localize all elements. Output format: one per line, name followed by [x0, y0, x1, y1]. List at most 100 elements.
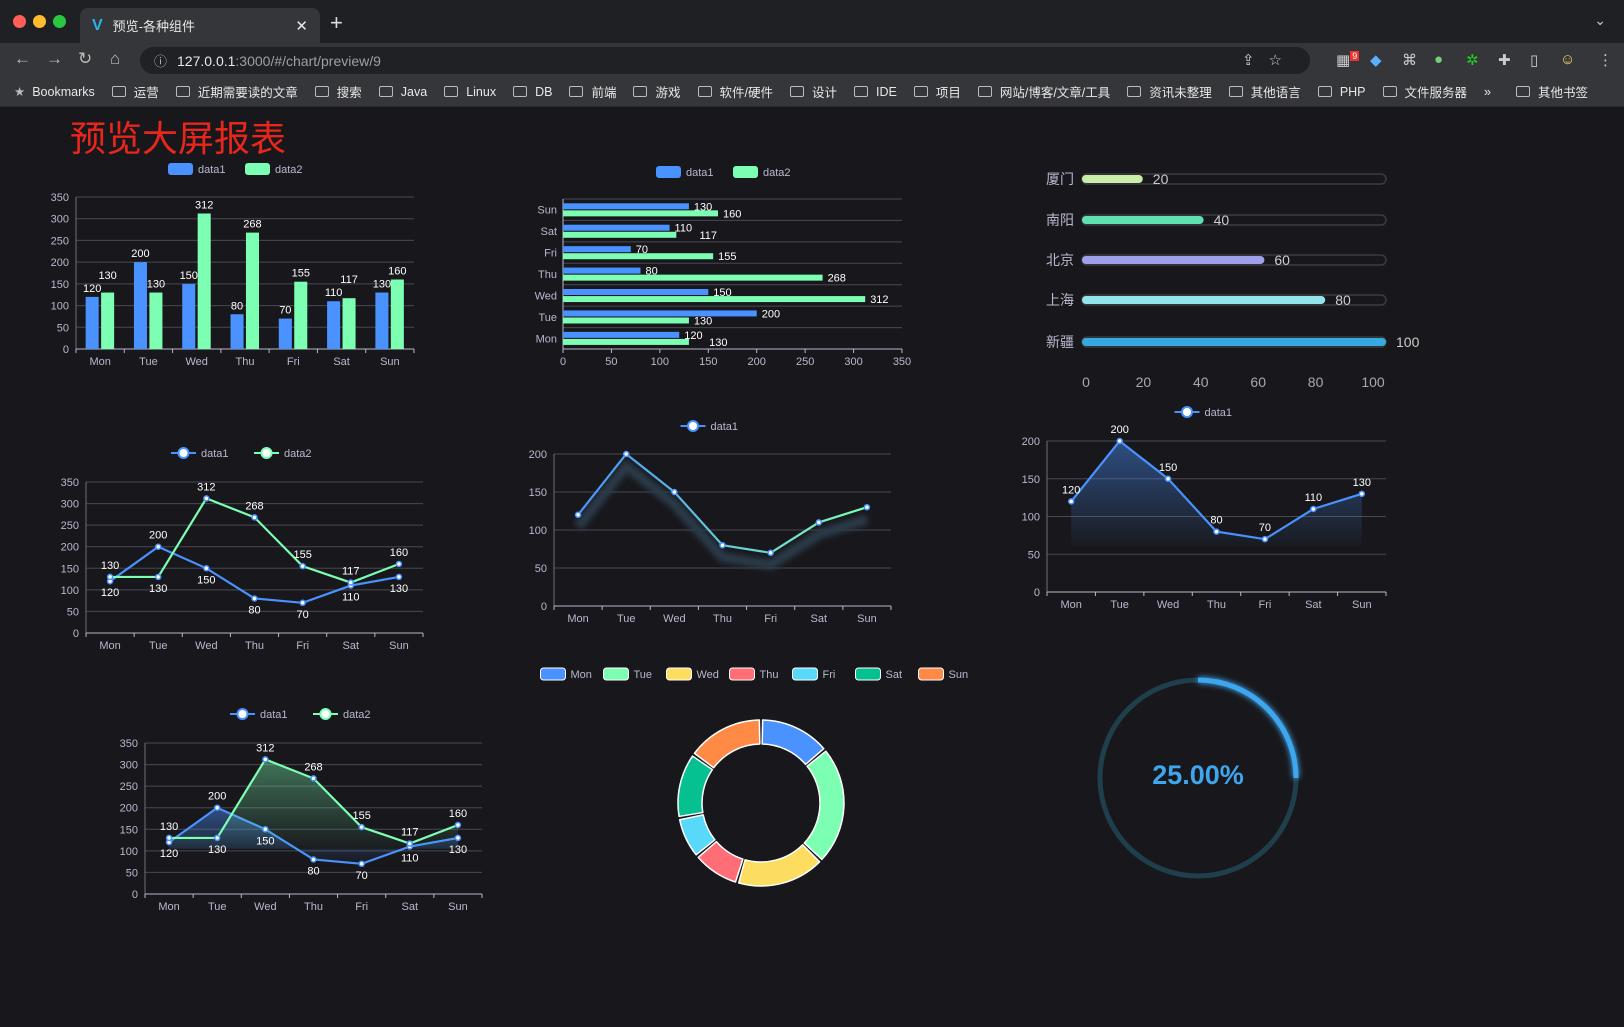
bar: [563, 210, 718, 217]
home-button[interactable]: ⌂: [110, 49, 121, 68]
address-bar[interactable]: ⓘ 127.0.0.1:3000/#/chart/preview/9 ⇪☆: [140, 47, 1310, 74]
extension-icon[interactable]: ▦ 9: [1336, 51, 1360, 69]
legend-item-data1[interactable]: data1: [168, 163, 226, 176]
minimize-window-button[interactable]: [33, 15, 46, 28]
folder-icon: [1127, 86, 1142, 97]
legend-label: Wed: [697, 669, 719, 681]
data-point: [1310, 505, 1317, 513]
legend-item-Wed[interactable]: Wed: [666, 667, 719, 681]
legend-item-data2[interactable]: data2: [313, 708, 371, 721]
legend-item-Tue[interactable]: Tue: [603, 667, 653, 681]
legend-item-data2[interactable]: data2: [245, 163, 303, 176]
legend-item-Sat[interactable]: Sat: [855, 667, 903, 681]
bookmark-folder[interactable]: 前端: [569, 82, 616, 101]
donut-slice-Sun[interactable]: [693, 719, 761, 769]
more-bookmarks-button[interactable]: »: [1484, 84, 1491, 99]
gem-extension-icon[interactable]: ◆: [1370, 52, 1382, 69]
command-extension-icon[interactable]: ⌘: [1402, 52, 1417, 69]
data-point: [1213, 528, 1220, 535]
legend-item-data2[interactable]: data2: [733, 166, 791, 179]
legend-item-data2[interactable]: data2: [254, 447, 312, 460]
legend-item-Mon[interactable]: Mon: [540, 667, 592, 681]
bookmark-label: 其他书签: [1537, 86, 1588, 100]
donut-slice-Thu[interactable]: [697, 840, 744, 883]
chart-area-single: data1 0 50 100 150 200 Mon Tue Wed Thu Fri Sat Sun 12…: [1022, 406, 1387, 611]
gauge-value-label: 25.00%: [1152, 760, 1244, 790]
bookmark-folder[interactable]: 网站/博客/文章/工具: [977, 82, 1110, 101]
bookmark-folder[interactable]: IDE: [854, 82, 897, 101]
legend-item-data1[interactable]: data1: [1174, 406, 1233, 419]
bookmark-folder[interactable]: PHP: [1317, 82, 1366, 101]
bookmark-folder[interactable]: 近期需要读的文章: [175, 82, 298, 101]
puzzle-icon[interactable]: ✚: [1498, 52, 1511, 69]
bookmark-folder[interactable]: Linux: [444, 82, 496, 101]
legend-item-data1[interactable]: data1: [680, 420, 739, 433]
legend-item-Fri[interactable]: Fri: [792, 667, 836, 681]
bookmarks-button[interactable]: ★ Bookmarks: [14, 84, 95, 100]
tab-search-chevron-icon[interactable]: ⌄: [1594, 12, 1606, 28]
maximize-window-button[interactable]: [53, 15, 66, 28]
data-point: [310, 775, 317, 782]
legend-item-data1[interactable]: data1: [171, 447, 229, 460]
star-extension-icon[interactable]: ✲: [1466, 52, 1479, 69]
x-tick-label: 100: [651, 356, 669, 368]
reload-button[interactable]: ↻: [78, 49, 93, 68]
data-label: 312: [870, 294, 888, 306]
circle-extension-icon[interactable]: ●: [1434, 51, 1444, 68]
donut-slice-Sat[interactable]: [677, 755, 714, 818]
donut-slice-Tue[interactable]: [803, 750, 845, 861]
folder-icon: [1317, 86, 1332, 97]
data-label: 130: [101, 560, 119, 572]
data-label: 200: [131, 248, 149, 260]
data-point: [574, 511, 582, 519]
share-icon[interactable]: ⇪: [1241, 52, 1269, 69]
avatar[interactable]: ☺: [1560, 51, 1576, 68]
new-tab-button[interactable]: +: [330, 10, 343, 35]
bookmark-label: 资讯未整理: [1149, 86, 1212, 100]
donut-slice-Wed[interactable]: [737, 844, 821, 887]
legend-swatch-icon: [603, 667, 629, 681]
bookmark-folder[interactable]: Java: [378, 82, 427, 101]
legend-item-Sun[interactable]: Sun: [918, 667, 969, 681]
data-point: [1116, 437, 1123, 445]
bookmark-folder[interactable]: 其他语言: [1228, 82, 1301, 101]
back-button[interactable]: ←: [14, 49, 31, 68]
info-icon[interactable]: ⓘ: [154, 54, 168, 69]
donut-slice-Fri[interactable]: [678, 814, 716, 856]
legend-item-data1[interactable]: data1: [656, 166, 714, 179]
chart-line-two-series: data1 data2 0 50 100 150 200 250 300 350 Mon Tue Wed…: [61, 447, 424, 652]
data-point: [395, 560, 403, 568]
line-shadow: [574, 458, 869, 571]
donut-slice-Mon[interactable]: [761, 719, 825, 766]
data-point: [251, 595, 258, 602]
bookmark-folder[interactable]: 设计: [789, 82, 837, 101]
y-tick-label: 350: [120, 738, 138, 750]
bookmark-star-icon[interactable]: ☆: [1268, 52, 1296, 69]
legend-item-data1[interactable]: data1: [230, 708, 288, 721]
x-tick-label: Sun: [389, 640, 409, 652]
other-bookmarks-folder[interactable]: 其他书签: [1515, 82, 1588, 101]
bookmark-folder[interactable]: 文件服务器: [1382, 82, 1467, 101]
browser-tab[interactable]: V 预览-各种组件 ✕: [80, 8, 320, 43]
bookmark-label: 运营: [133, 86, 159, 100]
bar: [327, 301, 341, 349]
bar: [390, 279, 404, 349]
legend-item-Thu[interactable]: Thu: [729, 667, 779, 681]
side-panel-icon[interactable]: ▯: [1530, 52, 1539, 69]
data-point: [251, 514, 258, 521]
close-tab-icon[interactable]: ✕: [295, 17, 308, 35]
legend-swatch-icon: [540, 667, 566, 681]
x-tick-label: Tue: [617, 613, 636, 625]
forward-button[interactable]: →: [46, 49, 63, 68]
bookmark-folder[interactable]: 运营: [111, 82, 159, 101]
bookmark-folder[interactable]: 搜索: [314, 82, 362, 101]
y-tick-label: 150: [120, 824, 138, 836]
bookmark-folder[interactable]: 游戏: [633, 82, 681, 101]
menu-icon[interactable]: ⋮: [1598, 52, 1613, 69]
bookmark-folder[interactable]: DB: [513, 82, 552, 101]
bookmark-folder[interactable]: 项目: [913, 82, 961, 101]
bookmark-folder[interactable]: 资讯未整理: [1127, 82, 1212, 101]
close-window-button[interactable]: [13, 15, 26, 28]
bookmark-folder[interactable]: 软件/硬件: [697, 82, 773, 101]
y-tick-label: 100: [529, 525, 547, 537]
